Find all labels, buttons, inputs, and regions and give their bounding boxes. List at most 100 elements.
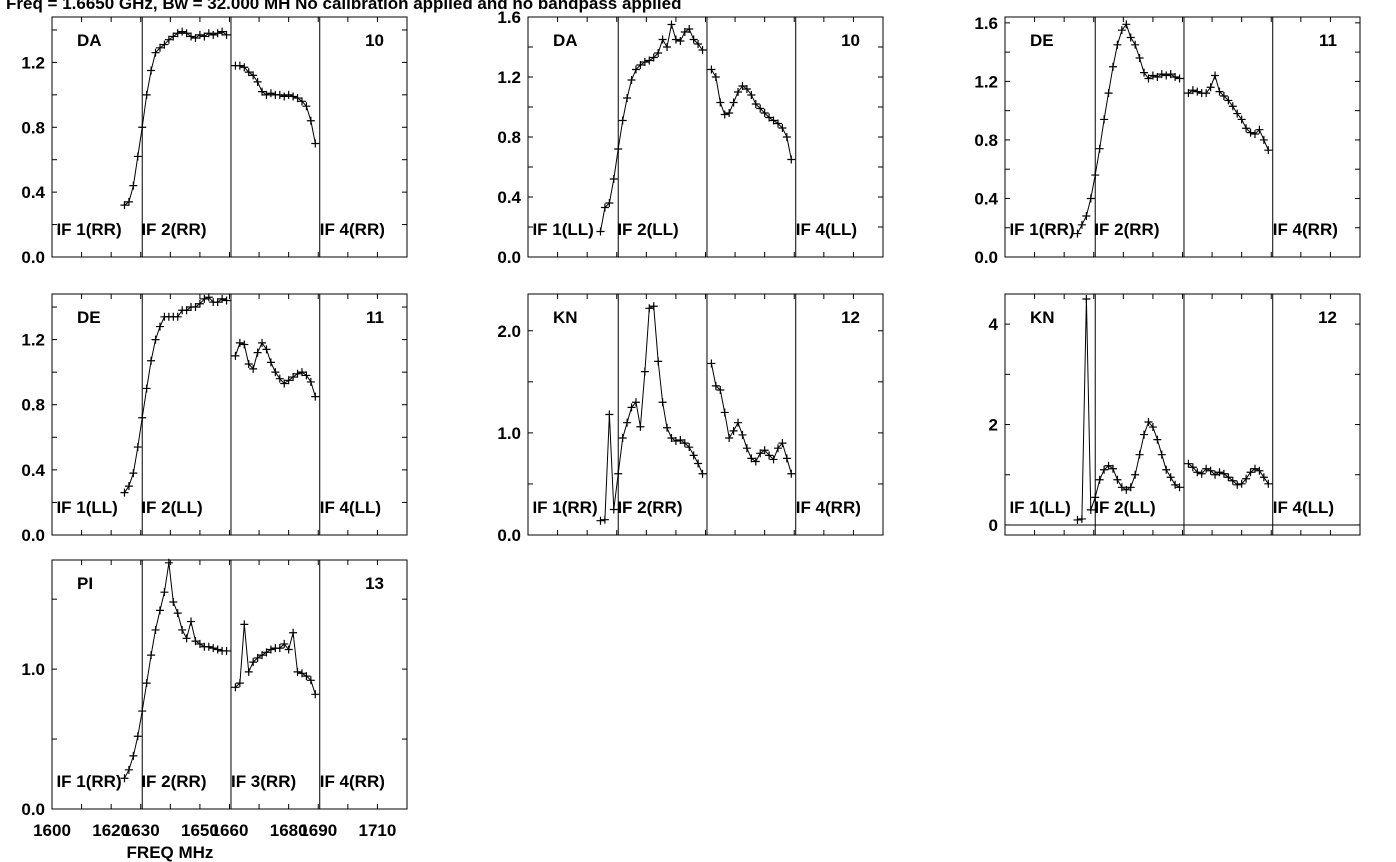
data-point (138, 707, 147, 716)
data-point (685, 443, 694, 452)
data-point (1082, 212, 1091, 221)
if-label: IF 1(RR) (56, 220, 121, 239)
data-point (124, 482, 133, 491)
data-point (734, 418, 743, 427)
data-point (235, 338, 244, 347)
data-point (222, 296, 231, 305)
y-tick-label: 0.8 (21, 118, 45, 137)
data-point (773, 444, 782, 453)
data-point (1122, 485, 1131, 494)
data-point (778, 439, 787, 448)
data-point (658, 35, 667, 44)
data-point (711, 381, 720, 390)
data-point (1255, 125, 1264, 134)
data-point (1113, 40, 1122, 49)
data-point (1246, 468, 1255, 477)
y-tick-label: 0.4 (21, 183, 45, 202)
data-point (667, 20, 676, 29)
data-point (1264, 479, 1273, 488)
data-point (707, 65, 716, 74)
data-point (654, 357, 663, 366)
data-point (782, 133, 791, 141)
data-point (293, 667, 302, 676)
y-tick-label: 1.0 (21, 660, 45, 679)
x-tick-label: 1690 (299, 821, 337, 840)
data-point (1077, 220, 1086, 229)
data-point (302, 102, 311, 111)
data-point (631, 65, 640, 74)
panel-kn-rr: 0.0 1.0 2.0 KN 12 IF 1(RR) IF 2(RR) IF 4(RR) (497, 293, 884, 545)
data-point (698, 46, 707, 54)
data-point (195, 299, 204, 308)
series-line (235, 624, 316, 695)
data-point (1126, 483, 1135, 492)
data-point (1166, 70, 1175, 79)
series-line (1188, 73, 1269, 151)
data-point (1100, 465, 1109, 474)
data-point (306, 676, 315, 685)
series-line (124, 31, 227, 206)
data-point (1219, 92, 1228, 101)
data-point (1255, 466, 1264, 475)
data-point (689, 451, 698, 460)
data-point (760, 109, 769, 117)
data-point (1188, 463, 1197, 472)
data-point (725, 109, 734, 117)
data-point (200, 32, 209, 41)
data-point (306, 377, 315, 386)
data-point (218, 27, 227, 36)
if-label: IF 1(RR) (1009, 220, 1074, 239)
data-point (680, 439, 689, 448)
y-tick-label: 1.6 (497, 8, 521, 27)
y-tick-label: 1.2 (497, 68, 521, 87)
data-point (756, 104, 765, 113)
data-point (160, 40, 169, 49)
data-point (204, 642, 213, 651)
data-point (627, 76, 636, 84)
data-point (605, 410, 614, 419)
data-point (138, 123, 147, 132)
if-label: IF 4(RR) (320, 772, 385, 791)
data-point (640, 367, 649, 376)
data-point (658, 398, 667, 407)
data-point (1091, 493, 1100, 502)
data-point (213, 29, 222, 38)
series-line (600, 305, 703, 522)
data-point (173, 312, 182, 321)
y-tick-label: 2 (989, 416, 998, 435)
if-label: IF 1(RR) (56, 772, 121, 791)
data-point (240, 340, 249, 349)
data-point (124, 765, 133, 774)
data-point (155, 43, 164, 52)
data-point (147, 356, 156, 365)
data-point (742, 444, 751, 453)
series-line (124, 296, 227, 493)
data-point (275, 644, 284, 653)
data-point (262, 345, 271, 354)
y-tick-label: 0.4 (497, 188, 521, 207)
data-point (605, 199, 614, 207)
data-point (1100, 115, 1109, 124)
y-tick-label: 1.6 (974, 14, 998, 33)
panels: 0.0 0.4 0.8 1.2 DA 10 IF 1(RR) IF 2(RR) IF 4(RR)… (21, 8, 1361, 819)
data-point (280, 639, 289, 648)
data-point (266, 89, 275, 98)
data-point (600, 515, 609, 524)
data-point (596, 227, 605, 236)
data-point (1228, 476, 1237, 485)
data-point (782, 454, 791, 463)
data-point (747, 454, 756, 463)
antenna-label: DA (553, 31, 578, 50)
data-point (1095, 475, 1104, 484)
antenna-number: 10 (841, 31, 860, 50)
y-tick-label: 0.0 (497, 248, 521, 267)
data-point (258, 651, 267, 660)
y-tick-label: 0.0 (21, 800, 45, 819)
series-line (235, 65, 316, 144)
data-point (133, 443, 142, 452)
panel-da-rr: 0.0 0.4 0.8 1.2 DA 10 IF 1(RR) IF 2(RR) IF 4(RR) (21, 16, 408, 267)
if-label: IF 2(RR) (141, 220, 206, 239)
data-point (191, 303, 200, 312)
data-point (769, 455, 778, 464)
data-point (249, 71, 258, 80)
